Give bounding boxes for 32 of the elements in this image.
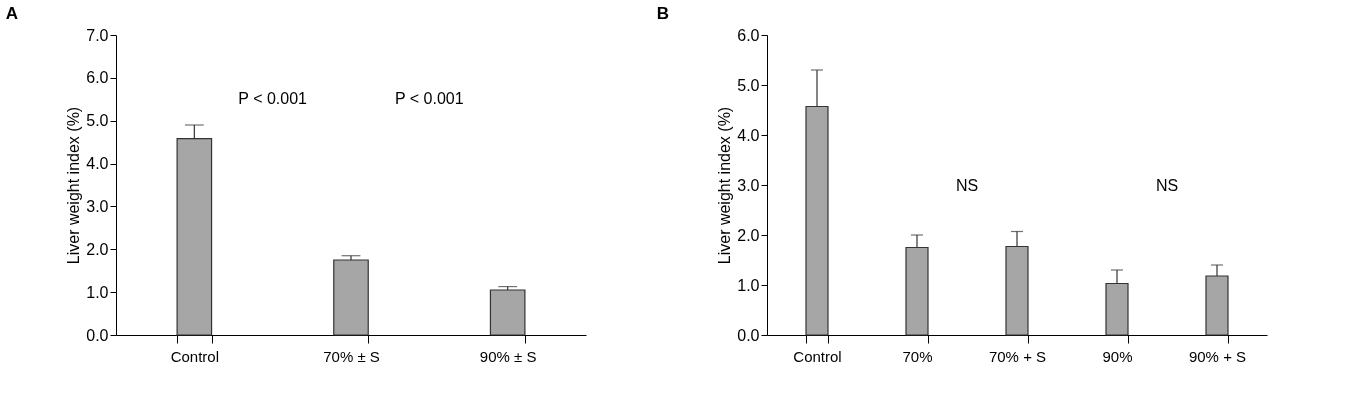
y-tick-label: 0.0 — [737, 326, 760, 344]
chart-title: A — [5, 4, 19, 23]
y-axis-title: Liver weight index (%) — [716, 106, 734, 265]
y-tick-label: 6.0 — [737, 26, 760, 44]
x-tick-label: Control — [793, 347, 842, 365]
x-tick-label: 90% + S — [1188, 347, 1247, 365]
bar — [489, 289, 526, 336]
y-axis-title: Liver weight index (%) — [65, 106, 83, 265]
x-tick-label: 90% ± S — [479, 347, 537, 365]
y-tick-label: 1.0 — [737, 276, 760, 294]
x-tick-label: Control — [170, 347, 220, 365]
y-tick-label: 1.0 — [86, 283, 109, 301]
y-tick-label: 0.0 — [86, 326, 109, 344]
chart-title: B — [656, 4, 670, 23]
x-tick-label: 70% + S — [988, 347, 1047, 365]
y-tick-label: 5.0 — [737, 76, 760, 94]
annotation: NS — [1155, 177, 1179, 194]
x-tick-label: 90% — [1102, 347, 1133, 365]
y-tick-label: 3.0 — [737, 176, 760, 194]
y-tick-label: 7.0 — [86, 26, 109, 44]
y-tick-label: 5.0 — [86, 112, 109, 130]
x-tick-label: 70% — [902, 347, 933, 365]
annotation: P < 0.001 — [395, 90, 464, 107]
annotation: NS — [955, 177, 979, 194]
y-tick-label: 4.0 — [737, 126, 760, 144]
y-tick-label: 2.0 — [86, 240, 109, 258]
y-tick-label: 3.0 — [86, 197, 109, 215]
y-tick-label: 2.0 — [737, 226, 760, 244]
y-tick-label: 4.0 — [86, 155, 109, 173]
y-tick-label: 6.0 — [86, 69, 109, 87]
annotation: P < 0.001 — [238, 90, 308, 107]
x-tick-label: 70% ± S — [323, 347, 380, 365]
